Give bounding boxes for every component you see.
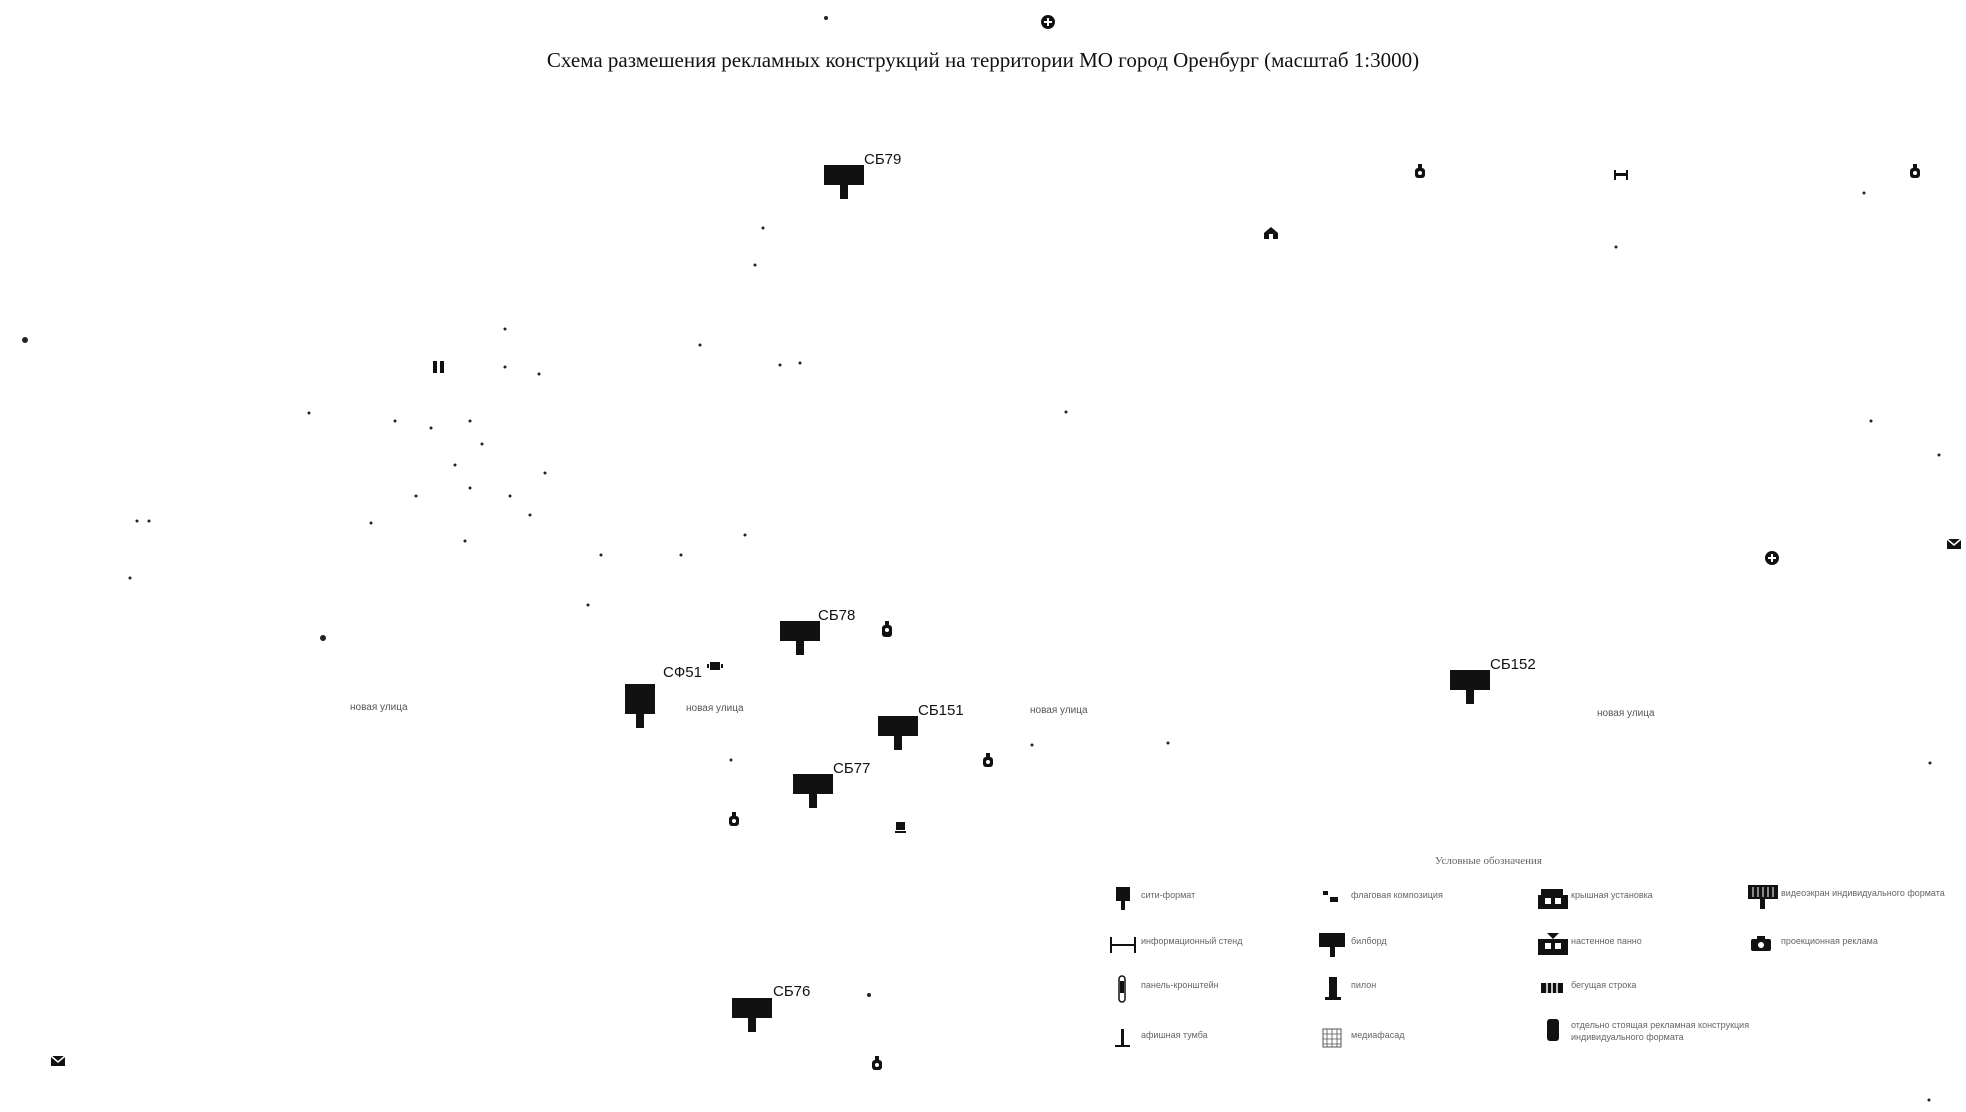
map-title: Схема размешения рекламных конструкций н… [546, 48, 1420, 72]
legend-item-freestanding-structure: отдельно стоящая рекламная конструкция и… [1535, 1015, 1761, 1045]
wall-panel-icon [1535, 931, 1571, 961]
billboard-marker-sb151[interactable] [877, 713, 921, 751]
flag-composition-icon [1315, 885, 1351, 915]
billboard-label-sb152: СБ152 [1490, 656, 1536, 673]
legend-item-roof-installation: крышная установка [1535, 885, 1721, 915]
legend: Условные обозначения сити-формат информа… [1105, 855, 1960, 1085]
billboard-label-sb76: СБ76 [773, 983, 811, 1000]
projection-advertising-icon [1745, 931, 1781, 961]
map-poi-bag-icon-6 [870, 1055, 884, 1071]
billboard-label-sb151: СБ151 [918, 702, 964, 719]
street-label: новая улица [686, 703, 744, 714]
billboard-label-sb78: СБ78 [818, 607, 856, 624]
map-poi-bag-icon-5 [727, 811, 741, 827]
billboard-marker-sb79[interactable] [823, 162, 867, 200]
billboard-marker-sb78[interactable] [779, 618, 823, 656]
map-poi-plus-icon [1040, 14, 1056, 30]
city-format-marker-sf51[interactable] [623, 683, 657, 729]
map-poi-mail-icon-2 [50, 1055, 66, 1067]
map-poi-bag-icon-2 [1908, 163, 1922, 179]
legend-item-flag-composition: флаговая композиция [1315, 885, 1501, 915]
city-format-label-sf51: СФ51 [663, 664, 702, 681]
map-poi-pause-icon [431, 359, 447, 375]
billboard-label-sb77: СБ77 [833, 760, 871, 777]
legend-item-city-format: сити-формат [1105, 885, 1311, 915]
pylon-icon [1315, 975, 1351, 1005]
map-poi-mail-icon [1946, 538, 1962, 550]
legend-item-running-line: бегущая строка [1535, 975, 1721, 1005]
poster-cabinet-icon [1105, 1025, 1141, 1055]
running-line-icon [1535, 975, 1571, 1005]
map-poi-bag-icon-4 [981, 752, 995, 768]
legend-item-media-facade: медиафасад [1315, 1025, 1501, 1055]
map-poi-plus-icon-2 [1764, 550, 1780, 566]
map-poi-bag-icon [1413, 163, 1427, 179]
legend-title: Условные обозначения [1435, 855, 1542, 867]
legend-item-wall-panel: настенное панно [1535, 931, 1721, 961]
legend-item-video-screen: видеоэкран индивидуального формата [1745, 883, 1956, 913]
legend-item-bracket-panel: панель-кронштейн [1105, 975, 1311, 1005]
billboard-marker-sb152[interactable] [1449, 667, 1493, 705]
video-screen-icon [1745, 883, 1781, 913]
bracket-panel-icon [1105, 975, 1141, 1005]
legend-item-info-stand: информационный стенд [1105, 931, 1311, 961]
billboard-marker-sb77[interactable] [792, 771, 836, 809]
billboard-label-sb79: СБ79 [864, 151, 902, 168]
street-label: новая улица [1030, 705, 1088, 716]
legend-item-projection-advertising: проекционная реклама [1745, 931, 1956, 961]
legend-item-billboard: билборд [1315, 931, 1501, 961]
freestanding-structure-icon [1535, 1015, 1571, 1045]
info-stand-icon [1105, 931, 1141, 961]
map-poi-bed-icon [1613, 167, 1629, 181]
legend-item-poster-cabinet: афишная тумба [1105, 1025, 1311, 1055]
billboard-marker-sb76[interactable] [731, 995, 775, 1033]
legend-item-pylon: пилон [1315, 975, 1501, 1005]
billboard-icon [1315, 931, 1351, 961]
roof-installation-icon [1535, 885, 1571, 915]
city-format-icon [1105, 885, 1141, 915]
media-facade-icon [1315, 1025, 1351, 1055]
map-poi-home-icon [1263, 226, 1279, 240]
map-poi-cup-icon [894, 820, 908, 834]
map-poi-small-icon [707, 660, 723, 672]
street-label: новая улица [1597, 708, 1655, 719]
street-label: новая улица [350, 702, 408, 713]
map-poi-bag-icon-7 [880, 620, 894, 636]
